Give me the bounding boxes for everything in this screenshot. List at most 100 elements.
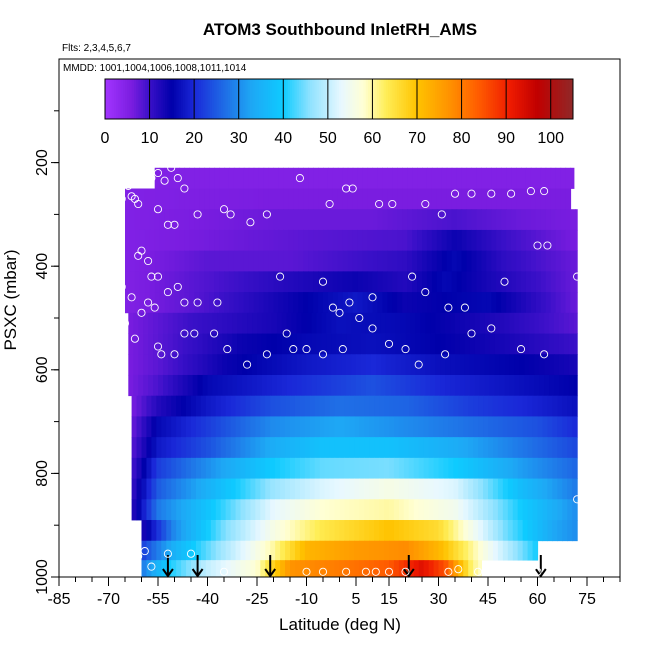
heatmap-cell	[153, 354, 159, 376]
heatmap-cell	[154, 271, 161, 293]
heatmap-cell	[547, 395, 553, 417]
heatmap-cell	[275, 520, 281, 542]
heatmap-cell	[359, 457, 365, 479]
heatmap-cell	[261, 354, 268, 376]
heatmap-cell	[266, 374, 273, 397]
observation-marker	[104, 272, 113, 281]
heatmap-cell	[230, 395, 237, 417]
heatmap-cell	[570, 229, 577, 252]
heatmap-cell	[392, 292, 398, 314]
heatmap-cell	[309, 416, 316, 438]
heatmap-cell	[483, 395, 489, 417]
heatmap-cell	[214, 250, 220, 272]
colorbar-cell	[321, 79, 324, 119]
heatmap-cell	[499, 354, 506, 376]
heatmap-cell	[545, 209, 552, 231]
heatmap-cell	[189, 229, 195, 252]
colorbar-cell	[437, 79, 440, 119]
heatmap-cell	[471, 188, 478, 210]
heatmap-cell	[138, 312, 144, 334]
heatmap-cell	[390, 354, 397, 376]
heatmap-cell	[570, 250, 577, 272]
heatmap-cell	[125, 188, 131, 210]
colorbar-cell	[176, 79, 180, 119]
heatmap-cell	[240, 560, 247, 578]
heatmap-cell	[532, 520, 539, 542]
heatmap-cell	[542, 520, 548, 542]
observation-marker	[516, 567, 526, 576]
heatmap-row	[128, 354, 578, 376]
heatmap-cell	[133, 374, 139, 397]
heatmap-cell	[332, 250, 339, 272]
heatmap-cell	[530, 250, 537, 272]
heatmap-cell	[458, 478, 464, 500]
heatmap-cell	[507, 499, 514, 521]
observation-marker	[97, 324, 106, 333]
heatmap-cell	[512, 520, 519, 542]
heatmap-cell	[309, 560, 316, 578]
heatmap-cell	[314, 560, 321, 578]
heatmap-cell	[181, 437, 187, 459]
heatmap-cell	[392, 229, 398, 252]
heatmap-cell	[354, 540, 360, 561]
heatmap-cell	[441, 250, 448, 272]
heatmap-cell	[547, 437, 553, 459]
heatmap-cell	[407, 292, 413, 314]
heatmap-cell	[517, 395, 524, 417]
heatmap-cell	[497, 416, 504, 438]
heatmap-cell	[554, 354, 560, 376]
heatmap-cell	[253, 229, 260, 252]
heatmap-cell	[278, 188, 284, 210]
heatmap-cell	[550, 167, 557, 189]
heatmap-cell	[354, 560, 360, 578]
heatmap-cell	[258, 167, 265, 189]
heatmap-cell	[573, 312, 578, 334]
heatmap-cell	[380, 312, 387, 334]
observation-marker	[421, 199, 430, 209]
heatmap-cell	[136, 478, 143, 500]
colorbar-cell	[370, 79, 373, 119]
heatmap-cell	[159, 209, 166, 231]
heatmap-cell	[143, 312, 149, 334]
observation-marker	[573, 495, 582, 504]
heatmap-cell	[448, 520, 454, 542]
heatmap-cell	[176, 395, 182, 417]
heatmap-cell	[318, 250, 324, 272]
heatmap-cell	[129, 292, 136, 314]
heatmap-cell	[169, 250, 176, 272]
heatmap-cell	[567, 437, 573, 459]
heatmap-cell	[489, 333, 496, 355]
colorbar-cell	[142, 79, 146, 119]
heatmap-cell	[202, 312, 209, 334]
heatmap-cell	[253, 167, 260, 189]
heatmap-cell	[382, 209, 388, 231]
heatmap-cell	[372, 292, 379, 314]
observation-marker	[487, 189, 496, 198]
heatmap-cell	[125, 250, 131, 272]
heatmap-cell	[247, 374, 253, 397]
heatmap-cell	[324, 499, 331, 521]
heatmap-cell	[299, 457, 306, 479]
heatmap-cell	[403, 540, 410, 561]
heatmap-cell	[450, 333, 456, 355]
heatmap-cell	[458, 437, 464, 459]
heatmap-cell	[128, 312, 134, 334]
heatmap-cell	[247, 333, 253, 355]
heatmap-cell	[558, 312, 565, 334]
colorbar-cell	[156, 79, 159, 119]
heatmap-cell	[129, 271, 136, 293]
observation-marker	[328, 303, 337, 312]
heatmap-cell	[156, 478, 162, 500]
heatmap-cell	[530, 229, 537, 252]
heatmap-cell	[379, 478, 385, 500]
heatmap-cell	[374, 478, 380, 500]
heatmap-cell	[367, 188, 374, 210]
heatmap-cell	[270, 499, 276, 521]
heatmap-cell	[521, 292, 527, 314]
heatmap-cell	[285, 499, 291, 521]
x-axis-label: Latitude (deg N)	[279, 615, 401, 634]
heatmap-cell	[417, 271, 423, 293]
colorbar-cell	[229, 79, 233, 119]
heatmap-cell	[309, 457, 316, 479]
heatmap-cell	[339, 560, 346, 578]
